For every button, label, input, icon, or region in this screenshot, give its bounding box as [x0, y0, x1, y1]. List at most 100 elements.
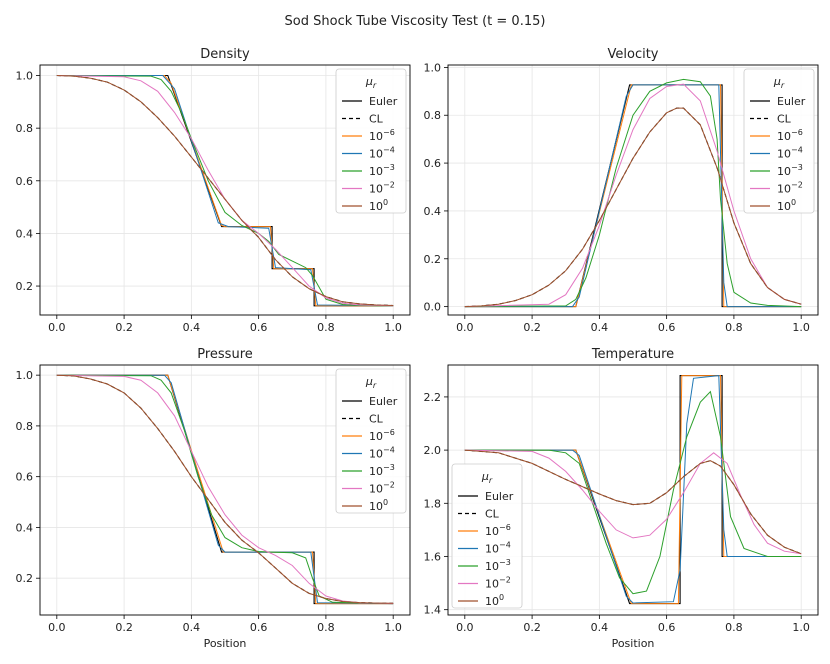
y-tick-label: 0.4	[424, 205, 442, 218]
legend-label: Euler	[369, 395, 398, 408]
legend-box	[335, 68, 407, 214]
x-tick-label: 0.4	[591, 621, 609, 634]
x-tick-label: 1.0	[792, 321, 810, 334]
y-tick-label: 1.0	[424, 61, 442, 74]
x-tick-label: 1.0	[384, 321, 402, 334]
axes-frame	[39, 64, 411, 316]
panel-density: 0.0 0.2 0.4 0.6 0.8 1.0 0.2 0.4 0.6 0.8 1.0 Density…	[16, 47, 411, 334]
legend-title: μr	[365, 75, 377, 90]
y-tick-label: 2.2	[424, 391, 442, 404]
x-tick-label: 0.8	[725, 621, 743, 634]
legend-label: Euler	[777, 95, 806, 108]
y-tick-label: 0.6	[16, 471, 34, 484]
figure-title: Sod Shock Tube Viscosity Test (t = 0.15)	[285, 14, 546, 29]
legend-label: 10−2	[485, 576, 511, 591]
legend-label: 10−4	[369, 146, 395, 161]
legend-label: 100	[777, 198, 796, 213]
series-line-10-3	[464, 78, 802, 308]
legend-box	[451, 463, 523, 609]
x-tick-label: 0.2	[115, 621, 133, 634]
legend-label: CL	[369, 413, 384, 426]
x-tick-label: 0.4	[183, 621, 201, 634]
x-tick-label: 0.4	[183, 321, 201, 334]
legend-label: 10−6	[369, 428, 395, 443]
legend-label: Euler	[485, 490, 514, 503]
legend-label: CL	[369, 113, 384, 126]
panel-title: Pressure	[197, 347, 253, 362]
y-tick-label: 0.6	[424, 157, 442, 170]
x-tick-label: 0.6	[658, 621, 676, 634]
series-line-10-2	[464, 449, 802, 555]
series-line-10-2	[464, 83, 802, 308]
legend-label: 10−6	[485, 523, 511, 538]
x-tick-label: 0.8	[317, 321, 335, 334]
y-tick-label: 2.0	[424, 444, 442, 457]
legend-box	[335, 368, 407, 514]
x-axis-label: Position	[612, 637, 655, 650]
legend-title: μr	[481, 470, 493, 485]
legend: μr Euler CL 10−6 10−4 10−3 10−2 100	[743, 68, 815, 214]
y-tick-label: 0.2	[16, 572, 34, 585]
legend-label: 10−2	[369, 481, 395, 496]
panel-title: Temperature	[591, 347, 674, 362]
y-tick-label: 1.4	[424, 604, 442, 617]
x-tick-label: 1.0	[384, 621, 402, 634]
panel-velocity: 0.0 0.2 0.4 0.6 0.8 1.0 0.0 0.2 0.4 0.6 0.8 1.0 Velo…	[424, 47, 819, 334]
series-line-10-0	[56, 374, 394, 604]
y-tick-label: 1.6	[424, 550, 442, 563]
legend-label: 10−4	[485, 541, 511, 556]
x-tick-label: 0.4	[591, 321, 609, 334]
x-tick-label: 0.6	[658, 321, 676, 334]
legend-label: 100	[485, 593, 504, 608]
legend: μr Euler CL 10−6 10−4 10−3 10−2 100	[451, 463, 523, 609]
axes-frame	[39, 364, 411, 616]
legend: μr Euler CL 10−6 10−4 10−3 10−2 100	[335, 68, 407, 214]
y-tick-label: 0.8	[424, 109, 442, 122]
legend-label: 10−4	[369, 446, 395, 461]
legend-label: 100	[369, 198, 388, 213]
legend-label: CL	[777, 113, 792, 126]
series-line-10-3	[56, 374, 394, 605]
series-line-10-4	[56, 374, 394, 605]
legend-label: 10−6	[777, 128, 803, 143]
x-tick-label: 0.0	[456, 321, 474, 334]
legend-label: 10−2	[777, 181, 803, 196]
y-tick-label: 0.4	[16, 227, 34, 240]
legend-label: 10−3	[777, 163, 803, 178]
y-tick-label: 1.0	[16, 70, 34, 83]
x-tick-label: 0.0	[48, 621, 66, 634]
series-line-10-3	[464, 390, 802, 595]
x-tick-label: 0.6	[250, 321, 268, 334]
y-tick-label: 0.0	[424, 301, 442, 314]
legend-label: Euler	[369, 95, 398, 108]
x-tick-label: 0.2	[523, 621, 541, 634]
legend-label: 10−3	[369, 163, 395, 178]
y-tick-label: 0.2	[424, 253, 442, 266]
legend-title: μr	[365, 375, 377, 390]
y-tick-label: 0.6	[16, 175, 34, 188]
panel-temperature: 0.0 0.2 0.4 0.6 0.8 1.0 1.4 1.6 1.8 2.0 2.2 Tempera…	[424, 347, 819, 650]
y-tick-label: 1.0	[16, 369, 34, 382]
x-tick-label: 1.0	[792, 621, 810, 634]
x-tick-label: 0.8	[317, 621, 335, 634]
x-axis-label: Position	[204, 637, 247, 650]
x-tick-label: 0.2	[115, 321, 133, 334]
x-tick-label: 0.8	[725, 321, 743, 334]
y-tick-label: 0.4	[16, 521, 34, 534]
legend-label: 10−3	[369, 463, 395, 478]
series-line-10-4	[464, 375, 802, 604]
y-tick-label: 0.8	[16, 122, 34, 135]
legend-label: 100	[369, 498, 388, 513]
legend-label: CL	[485, 508, 500, 521]
legend: μr Euler CL 10−6 10−4 10−3 10−2 100	[335, 368, 407, 514]
x-tick-label: 0.2	[523, 321, 541, 334]
y-tick-label: 0.8	[16, 420, 34, 433]
legend-title: μr	[773, 75, 785, 90]
series-line-10-0	[464, 449, 802, 555]
series-line-10-0	[464, 107, 802, 308]
panel-title: Density	[200, 47, 250, 62]
series-line-10-4	[464, 84, 802, 308]
y-tick-label: 1.8	[424, 497, 442, 510]
